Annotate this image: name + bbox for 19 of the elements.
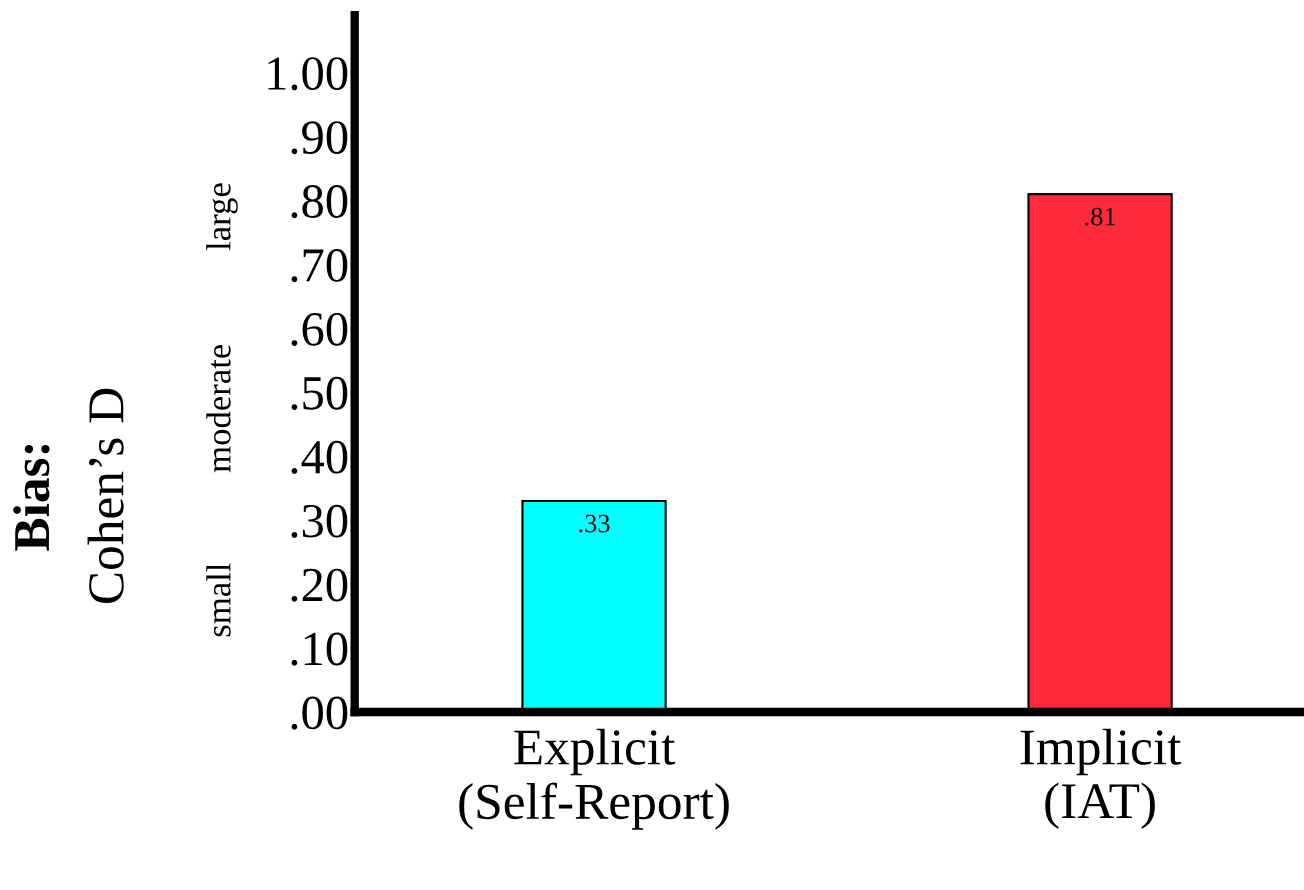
y-tick-label: .50 [291,376,348,410]
y-tick-label: .30 [291,504,348,538]
y-tick-label: .20 [291,568,348,602]
text: moderate [206,344,231,473]
y-tick-label: .80 [291,185,348,219]
x-tick-label: Explicit (Self-Report) [459,728,729,830]
y-tick-label: .90 [291,121,348,155]
y-tick-label: 1.00 [268,57,348,91]
text: small [206,563,231,637]
y-axis-title: Bias: Cohen’s D [13,388,124,604]
y-tick-label: .60 [291,312,348,346]
y-tick-label: .40 [291,440,348,474]
text: large [206,183,238,251]
data-label: .33 [579,514,610,533]
y-tick-label: .70 [291,249,348,283]
data-label: .81 [1085,207,1115,226]
x-tick-label: Implicit (IAT) [1020,728,1182,830]
y-tick-label: .00 [291,696,348,730]
y-tick-label: .10 [291,632,348,666]
